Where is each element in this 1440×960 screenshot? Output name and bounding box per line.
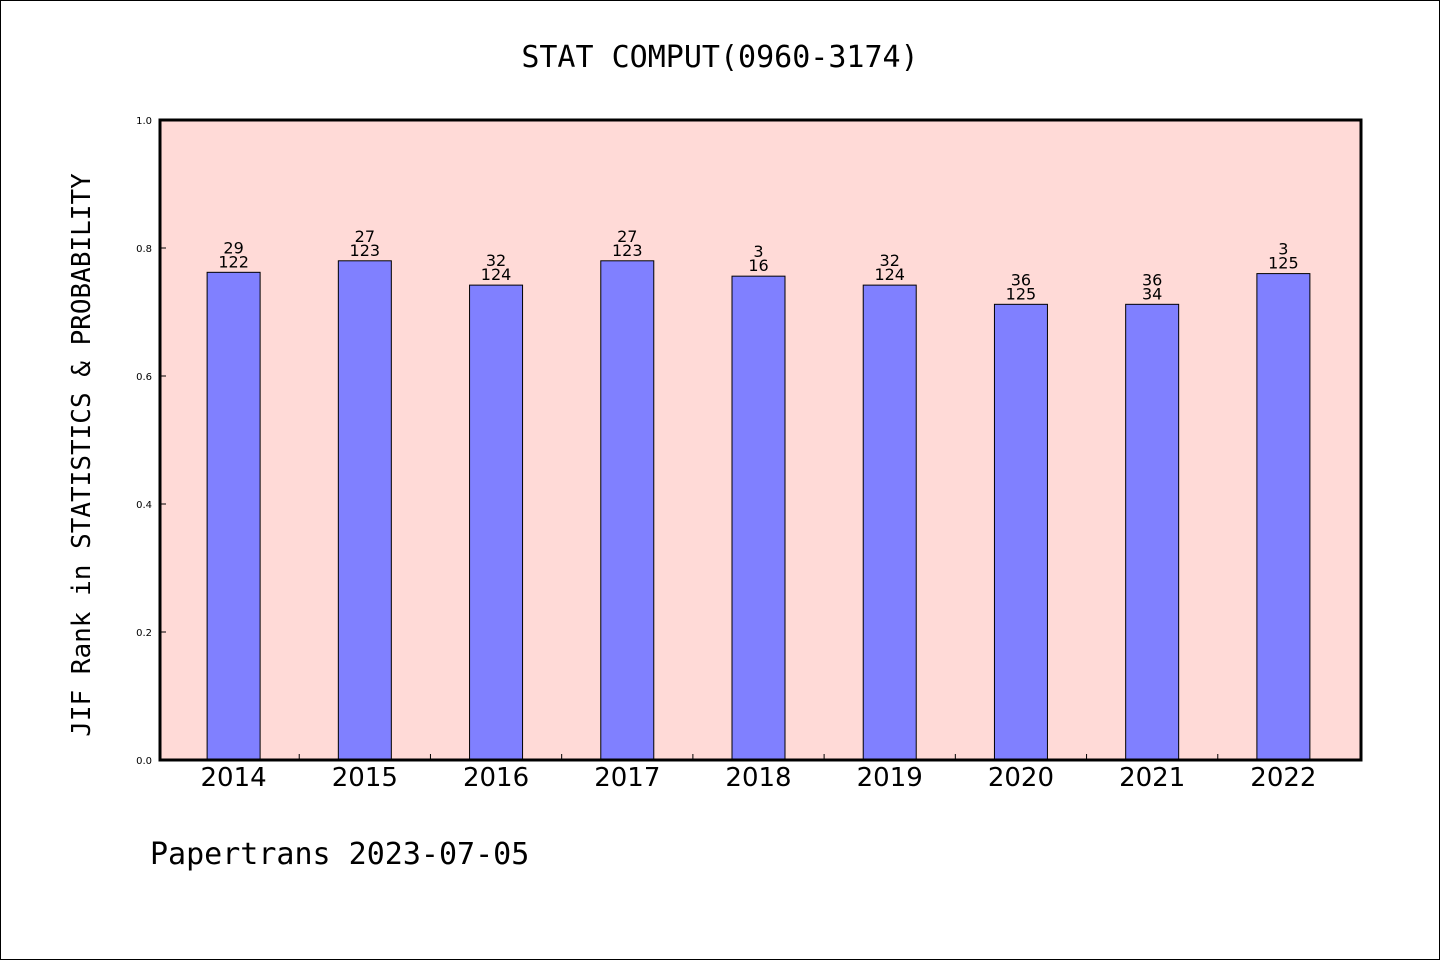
bar-total-label: 123 xyxy=(350,241,381,260)
bar xyxy=(206,271,261,761)
bar-rank-label: 27 xyxy=(355,227,375,246)
x-tick-label: 2021 xyxy=(1119,763,1185,793)
bar-rank-label: 32 xyxy=(486,251,506,270)
bar xyxy=(469,284,524,761)
x-tick-label: 2022 xyxy=(1250,763,1316,793)
bar xyxy=(1256,273,1311,761)
y-tick-label: 1.0 xyxy=(136,116,152,127)
bar-rank-label: 36 xyxy=(1142,270,1162,289)
y-tick-label: 0.4 xyxy=(136,500,152,511)
bar xyxy=(862,284,917,761)
bar-total-label: 125 xyxy=(1006,284,1037,303)
bar-total-label: 123 xyxy=(612,241,643,260)
bar-total-label: 16 xyxy=(748,256,768,275)
bar xyxy=(993,303,1048,761)
y-tick-label: 0.2 xyxy=(136,628,152,639)
y-tick-label: 0.8 xyxy=(136,244,152,255)
footer-credit: Papertrans 2023-07-05 xyxy=(150,837,529,872)
x-tick-label: 2015 xyxy=(332,763,398,793)
plot-border xyxy=(158,118,1363,762)
bar-total-label: 125 xyxy=(1268,254,1299,273)
x-tick-label: 2018 xyxy=(725,763,791,793)
bar xyxy=(1125,303,1180,761)
bar-rank-label: 3 xyxy=(753,242,763,261)
bar-series xyxy=(206,260,1311,761)
bar-rank-label: 32 xyxy=(880,251,900,270)
bar-rank-label: 27 xyxy=(617,227,637,246)
bar xyxy=(337,260,392,761)
x-tick-label: 2014 xyxy=(201,763,267,793)
x-tick-label: 2017 xyxy=(594,763,660,793)
x-tick-label: 2016 xyxy=(463,763,529,793)
bar-rank-label: 29 xyxy=(223,238,243,257)
chart-title: STAT COMPUT(0960-3174) xyxy=(521,40,918,75)
y-axis-label: JIF Rank in STATISTICS & PROBABILITY xyxy=(67,173,97,737)
x-axis: 2014 2015 2016 2017 2018 2019 2020 2021 2022 xyxy=(201,754,1316,793)
x-tick-label: 2019 xyxy=(857,763,923,793)
bar xyxy=(731,275,786,761)
bar-total-label: 34 xyxy=(1142,284,1162,303)
bar-rank-label: 36 xyxy=(1011,270,1031,289)
bar-total-label: 124 xyxy=(481,265,512,284)
bar-total-label: 122 xyxy=(218,252,249,271)
y-tick-label: 0.6 xyxy=(136,372,152,383)
bar-total-label: 124 xyxy=(874,265,905,284)
x-tick-label: 2020 xyxy=(988,763,1054,793)
bar xyxy=(600,260,655,761)
y-tick-label: 0.0 xyxy=(136,756,152,767)
bar-rank-label: 3 xyxy=(1278,240,1288,259)
